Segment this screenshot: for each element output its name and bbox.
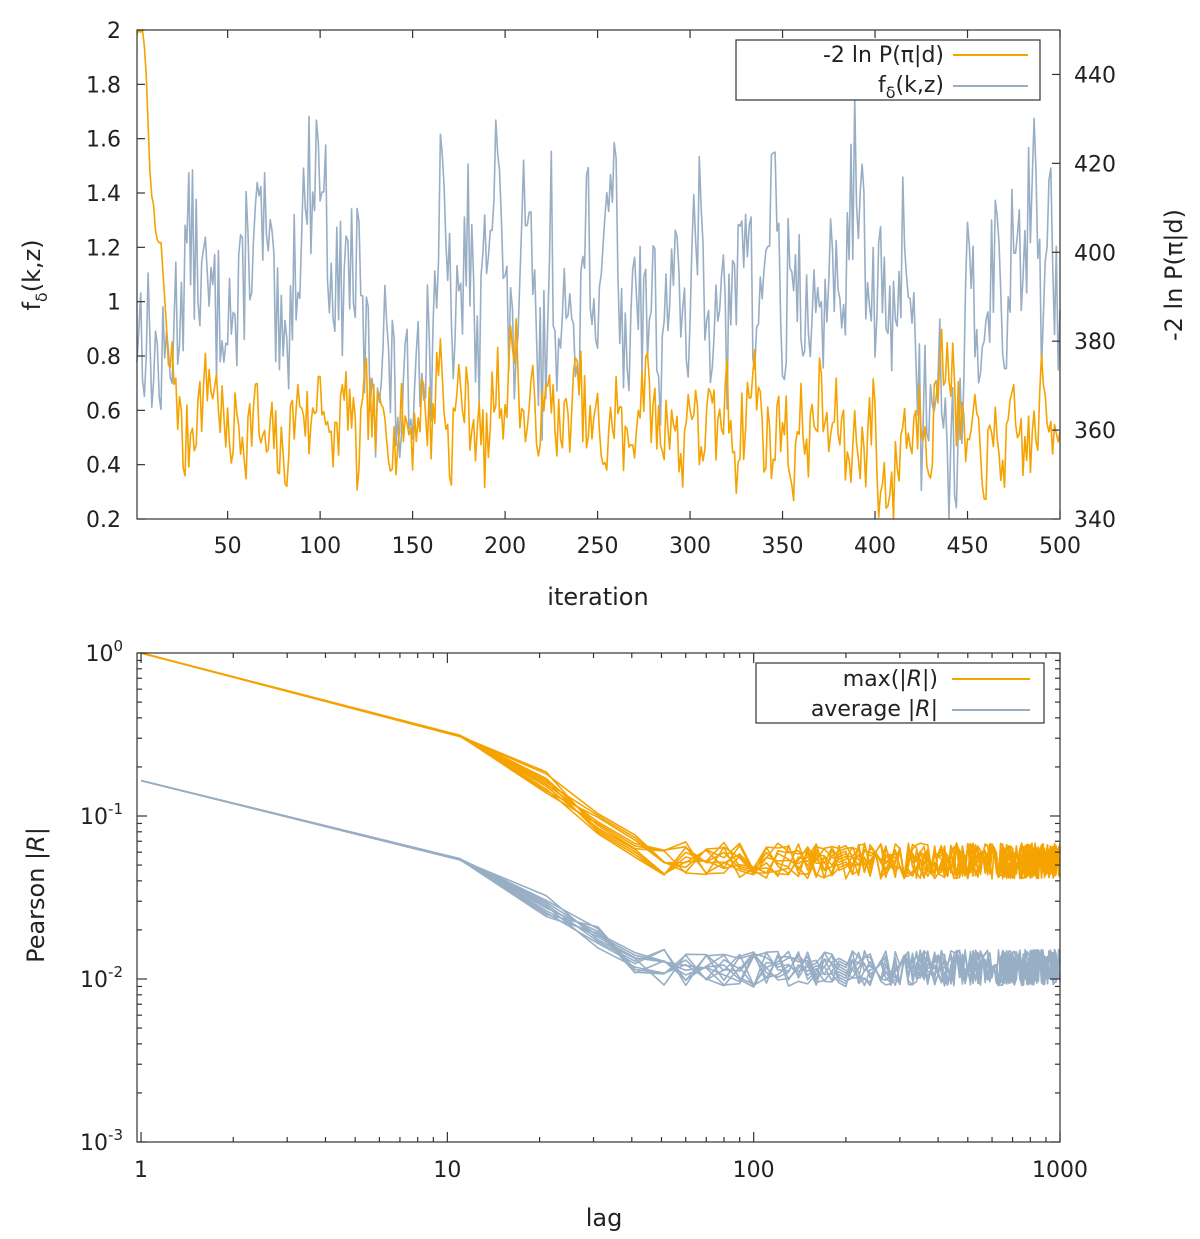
correlation-plot: 1 10 100 1000 10-3 10-2 10-1 100 lag Pearson |… xyxy=(22,637,1088,1232)
correlation-y-tick-label: 10-3 xyxy=(80,1126,123,1156)
trace-left-y-tick-label: 1 xyxy=(107,291,121,316)
trace-x-ticks: 50 100 150 200 250 300 350 400 450 500 xyxy=(214,30,1081,559)
trace-x-tick-label: 100 xyxy=(299,534,341,559)
trace-right-y-tick-label: 440 xyxy=(1074,63,1116,88)
trace-right-y-tick-label: 380 xyxy=(1074,330,1116,355)
trace-x-tick-label: 400 xyxy=(854,534,896,559)
trace-left-y-tick-label: 1.2 xyxy=(86,236,121,261)
trace-plot-frame xyxy=(136,29,1061,520)
trace-left-y-tick-label: 0.6 xyxy=(86,399,121,424)
trace-left-y-tick-label: 1.4 xyxy=(86,182,121,207)
correlation-legend-box xyxy=(755,662,1045,724)
correlation-y-tick-label: 10-1 xyxy=(80,800,123,830)
trace-x-tick-label: 250 xyxy=(577,534,619,559)
trace-x-axis-label: iteration xyxy=(547,583,648,611)
trace-x-tick-label: 150 xyxy=(392,534,434,559)
correlation-legend: max(|R|) average |R| xyxy=(755,662,1045,724)
trace-left-y-tick-label: 1.6 xyxy=(86,128,121,153)
trace-x-tick-label: 350 xyxy=(762,534,804,559)
correlation-y-ticks: 10-3 10-2 10-1 100 xyxy=(80,637,1060,1156)
correlation-x-tick-label: 1000 xyxy=(1032,1158,1088,1183)
average-correlation-curve xyxy=(140,779,1061,986)
trace-right-y-tick-label: 400 xyxy=(1074,241,1116,266)
trace-legend-label-fdelta: fδ(k,z) xyxy=(878,73,944,102)
correlation-y-tick-label: 100 xyxy=(85,637,123,667)
trace-left-y-ticks: 0.2 0.4 0.6 0.8 1 1.2 1.4 1.6 1.8 2 xyxy=(86,19,145,533)
correlation-series-layer xyxy=(140,652,1061,988)
correlation-x-tick-label: 10 xyxy=(433,1158,461,1183)
correlation-y-axis-label: Pearson |R| xyxy=(22,827,50,963)
trace-left-y-axis-label: fδ(k,z) xyxy=(18,239,51,310)
max-correlation-curve xyxy=(140,652,1061,880)
trace-right-y-axis-label: -2 ln P(π|d) xyxy=(1160,209,1188,341)
trace-x-tick-label: 500 xyxy=(1039,534,1081,559)
trace-right-y-tick-label: 340 xyxy=(1074,508,1116,533)
posterior-trace-line xyxy=(136,29,1061,520)
correlation-plot-frame xyxy=(136,652,1061,1143)
trace-left-y-tick-label: 1.8 xyxy=(86,73,121,98)
average-correlation-curve xyxy=(140,779,1061,987)
trace-legend-box xyxy=(735,39,1041,101)
correlation-x-tick-label: 1 xyxy=(134,1158,148,1183)
trace-plot: 50 100 150 200 250 300 350 400 450 500 0.20.40.60… xyxy=(18,19,1188,611)
correlation-x-tick-label: 100 xyxy=(733,1158,775,1183)
trace-legend-label-posterior: -2 ln P(π|d) xyxy=(823,43,944,68)
trace-legend: -2 ln P(π|d) fδ(k,z) xyxy=(735,39,1041,102)
trace-x-tick-label: 300 xyxy=(669,534,711,559)
correlation-x-ticks: 1 10 100 1000 xyxy=(134,653,1088,1183)
trace-right-y-ticks: 340 360 380 400 420 440 xyxy=(1052,63,1116,533)
correlation-legend-label-average: average |R| xyxy=(811,697,938,722)
correlation-y-tick-label: 10-2 xyxy=(80,963,123,993)
trace-left-y-tick-label: 0.8 xyxy=(86,345,121,370)
correlation-legend-label-max: max(|R|) xyxy=(843,667,938,692)
trace-series-layer xyxy=(136,29,1061,520)
correlation-x-axis-label: lag xyxy=(586,1204,623,1232)
trace-x-tick-label: 450 xyxy=(947,534,989,559)
trace-left-y-tick-label: 2 xyxy=(107,19,121,44)
trace-x-tick-label: 50 xyxy=(214,534,242,559)
trace-left-y-tick-label: 0.4 xyxy=(86,454,121,479)
trace-right-y-tick-label: 360 xyxy=(1074,419,1116,444)
trace-right-y-tick-label: 420 xyxy=(1074,152,1116,177)
trace-left-y-tick-label: 0.2 xyxy=(86,508,121,533)
trace-x-tick-label: 200 xyxy=(484,534,526,559)
fdelta-trace-line xyxy=(136,93,1061,520)
